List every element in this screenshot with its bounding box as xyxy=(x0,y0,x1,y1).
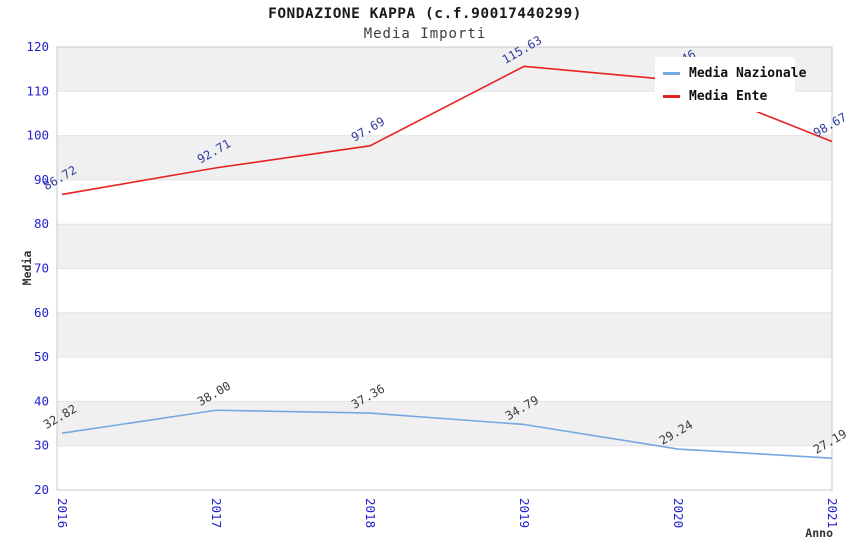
plot-frame xyxy=(56,46,833,491)
y-tick-label-120: 120 xyxy=(26,39,49,54)
y-tick-label-90: 90 xyxy=(34,172,49,187)
y-tick-label-110: 110 xyxy=(26,83,49,98)
legend-swatch-media-nazionale xyxy=(663,72,680,75)
series-line-media-nazionale xyxy=(61,409,833,459)
x-axis-title: Anno xyxy=(805,526,833,540)
y-tick-label-50: 50 xyxy=(34,349,49,364)
legend-label-media-nazionale: Media Nazionale xyxy=(689,66,807,81)
chart-title: FONDAZIONE KAPPA (c.f.90017440299) xyxy=(268,6,582,22)
x-tick-label-2018: 2018 xyxy=(363,498,378,528)
y-tick-label-80: 80 xyxy=(34,216,49,231)
legend: Media Nazionale Media Ente xyxy=(655,57,806,112)
chart-subtitle: Media Importi xyxy=(363,26,487,42)
x-tick-label-2016: 2016 xyxy=(55,498,70,528)
x-tick-label-2019: 2019 xyxy=(517,498,532,528)
y-tick-label-60: 60 xyxy=(34,305,49,320)
x-tick-label-2017: 2017 xyxy=(209,498,224,528)
legend-label-media-ente: Media Ente xyxy=(689,89,768,104)
legend-item-media-ente: Media Ente xyxy=(663,89,787,104)
legend-item-media-nazionale: Media Nazionale xyxy=(663,66,806,81)
plot-band xyxy=(57,312,832,358)
y-tick-label-100: 100 xyxy=(26,128,49,143)
plot-band xyxy=(57,224,832,269)
plot-band xyxy=(57,135,832,180)
y-tick-label-30: 30 xyxy=(34,438,49,453)
y-tick-label-70: 70 xyxy=(34,261,49,276)
y-tick-label-40: 40 xyxy=(34,393,49,408)
x-tick-label-2021: 2021 xyxy=(825,498,840,528)
y-tick-label-20: 20 xyxy=(34,482,49,497)
legend-swatch-media-ente xyxy=(663,95,680,98)
plot-band xyxy=(57,401,832,446)
y-axis-title: Media xyxy=(20,251,34,286)
x-tick-label-2020: 2020 xyxy=(671,498,686,528)
